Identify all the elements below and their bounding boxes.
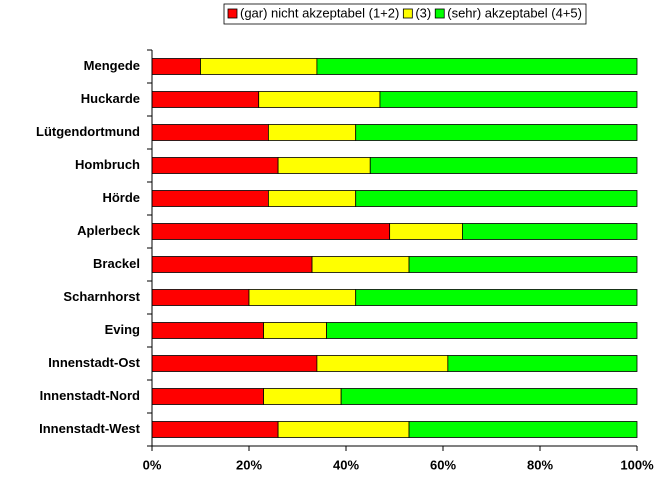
bar-segment: [151, 124, 269, 141]
bar-segment: [263, 388, 342, 405]
x-tick-label: 20%: [236, 457, 262, 472]
bar-segment: [389, 223, 463, 240]
bar-segment: [263, 322, 327, 339]
legend-swatch: [227, 8, 238, 19]
y-tick-label: Lütgendortmund: [36, 124, 140, 139]
bar-segment: [369, 157, 638, 174]
bar-segment: [461, 223, 638, 240]
y-tick-label: Hombruch: [75, 157, 140, 172]
bar-segment: [311, 256, 410, 273]
legend-label: (sehr) akzeptabel (4+5): [447, 5, 582, 20]
y-tick-label: Mengede: [84, 58, 140, 73]
bar-segment: [151, 289, 250, 306]
x-tick-label: 40%: [333, 457, 359, 472]
y-tick-label: Huckarde: [81, 91, 140, 106]
y-tick-label: Innenstadt-Ost: [48, 355, 140, 370]
bar-segment: [151, 58, 201, 75]
bar-segment: [379, 91, 638, 108]
legend-label: (gar) nicht akzeptabel (1+2): [240, 5, 399, 20]
bar-segment: [151, 355, 318, 372]
bar-segment: [277, 157, 371, 174]
y-tick-label: Innenstadt-West: [39, 421, 141, 436]
bar-segment: [151, 388, 264, 405]
y-tick-label: Hörde: [102, 190, 140, 205]
legend-swatch: [402, 8, 413, 19]
bar-segment: [355, 124, 638, 141]
y-tick-label: Aplerbeck: [77, 223, 141, 238]
x-tick-label: 100%: [620, 457, 654, 472]
bar-segment: [200, 58, 318, 75]
legend-label: (3): [415, 5, 431, 20]
x-tick-label: 60%: [430, 457, 456, 472]
bar-segment: [267, 190, 357, 207]
x-tick-label: 0%: [143, 457, 162, 472]
bar-segment: [408, 421, 638, 438]
y-tick-label: Innenstadt-Nord: [40, 388, 140, 403]
x-tick-label: 80%: [527, 457, 553, 472]
bar-segment: [151, 223, 391, 240]
bar-segment: [267, 124, 357, 141]
bar-segment: [408, 256, 638, 273]
y-tick-label: Scharnhorst: [63, 289, 140, 304]
bar-segment: [355, 190, 638, 207]
bar-segment: [340, 388, 638, 405]
bar-segment: [326, 322, 638, 339]
legend-swatch: [434, 8, 445, 19]
bar-segment: [248, 289, 357, 306]
bar-segment: [277, 421, 410, 438]
bar-segment: [355, 289, 638, 306]
y-tick-label: Eving: [105, 322, 140, 337]
bar-segment: [151, 322, 264, 339]
bar-segment: [151, 91, 260, 108]
bar-segment: [151, 256, 313, 273]
bar-segment: [316, 355, 449, 372]
bar-segment: [258, 91, 381, 108]
bar-segment: [151, 421, 279, 438]
bar-segment: [151, 190, 269, 207]
bar-segment: [447, 355, 638, 372]
y-tick-label: Brackel: [93, 256, 140, 271]
bar-segment: [316, 58, 638, 75]
bar-segment: [151, 157, 279, 174]
